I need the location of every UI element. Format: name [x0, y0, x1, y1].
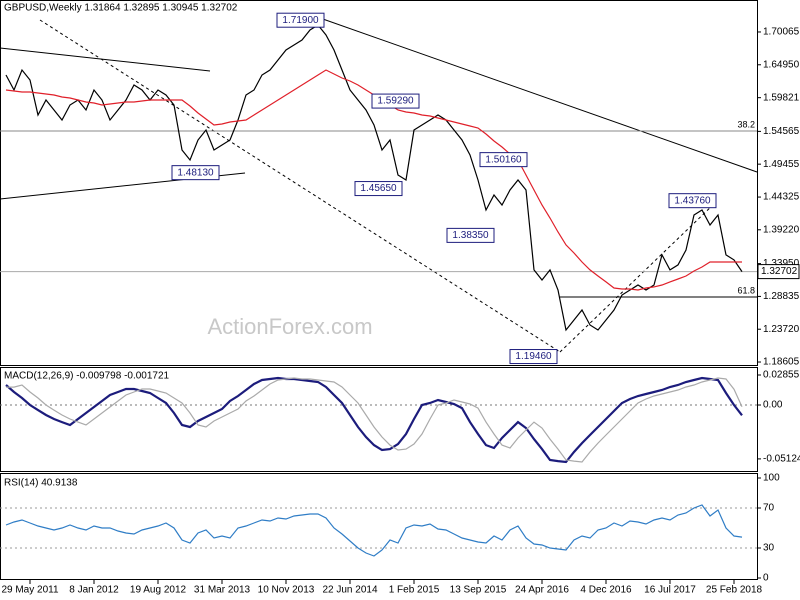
y-tick-label: 1.33950 — [763, 258, 800, 269]
x-tick-label: 8 Jan 2012 — [69, 585, 119, 596]
annotation-box — [479, 152, 528, 168]
price-panel — [0, 0, 758, 366]
x-tick-label: 24 Apr 2016 — [515, 585, 569, 596]
y-tick-label: 0.02855 — [763, 370, 800, 381]
y-tick-label: 1.70065 — [763, 27, 800, 38]
annotation-label: 1.71900 — [282, 15, 319, 26]
annotation-box — [354, 181, 403, 197]
annotation-label: 1.59290 — [377, 96, 414, 107]
y-tick-label: 0 — [763, 573, 769, 584]
x-tick-label: 29 May 2011 — [1, 585, 59, 596]
panel-title: MACD(12,26,9) -0.009798 -0.001721 — [4, 371, 170, 382]
y-tick-label: 30 — [763, 543, 775, 554]
y-tick-label: 1.23720 — [763, 324, 800, 335]
trend-line — [319, 17, 758, 173]
y-tick-label: 70 — [763, 503, 775, 514]
y-tick-label: 1.54565 — [763, 126, 800, 137]
panel-title: RSI(14) 40.9138 — [4, 478, 78, 489]
y-tick-label: 1.28835 — [763, 291, 800, 302]
annotation-label: 1.38350 — [452, 230, 489, 241]
rsi-panel — [0, 473, 758, 580]
series-line — [5, 24, 743, 332]
last-price-label: 1.32702 — [761, 266, 798, 277]
annotation-box — [171, 165, 220, 181]
x-tick-label: 22 Jun 2014 — [322, 585, 377, 596]
annotation-box — [509, 349, 558, 365]
y-tick-label: 1.39220 — [763, 224, 800, 235]
trend-line — [0, 47, 211, 72]
y-tick-label: -0.05124 — [763, 454, 800, 465]
series-line — [5, 376, 743, 464]
y-tick-label: 1.59821 — [763, 92, 800, 103]
x-tick-label: 13 Sep 2015 — [450, 585, 507, 596]
watermark: ActionForex.com — [207, 314, 372, 339]
annotation-box — [371, 93, 420, 109]
annotation-label: 1.50160 — [485, 154, 522, 165]
channel-line — [39, 19, 561, 353]
macd-panel — [0, 367, 758, 472]
annotation-box — [668, 193, 717, 209]
series-line — [5, 504, 743, 557]
x-tick-label: 31 Mar 2013 — [194, 585, 251, 596]
x-tick-label: 16 Jul 2017 — [644, 585, 696, 596]
y-tick-label: 0.00 — [763, 400, 783, 411]
x-tick-label: 1 Feb 2015 — [389, 585, 440, 596]
y-tick-label: 1.18605 — [763, 357, 800, 368]
panel-title: GBPUSD,Weekly 1.31864 1.32895 1.30945 1.… — [4, 3, 238, 14]
y-tick-label: 1.49455 — [763, 159, 800, 170]
x-tick-label: 19 Aug 2012 — [130, 585, 187, 596]
last-price-box — [757, 264, 800, 280]
x-tick-label: 25 Feb 2018 — [706, 585, 763, 596]
y-tick-label: 1.44325 — [763, 192, 800, 203]
annotation-label: 1.48130 — [177, 167, 214, 178]
annotation-label: 1.43760 — [674, 195, 711, 206]
series-line — [6, 377, 743, 463]
annotation-label: 1.45650 — [360, 183, 397, 194]
x-tick-label: 4 Dec 2016 — [580, 585, 632, 596]
x-tick-label: 10 Nov 2013 — [258, 585, 315, 596]
annotation-box — [276, 12, 325, 28]
annotation-box — [446, 227, 495, 243]
fib-label: 61.8 — [737, 285, 755, 295]
fib-label: 38.2 — [737, 119, 755, 129]
annotation-label: 1.19460 — [515, 351, 552, 362]
y-tick-label: 1.64950 — [763, 59, 800, 70]
y-tick-label: 100 — [763, 473, 780, 484]
